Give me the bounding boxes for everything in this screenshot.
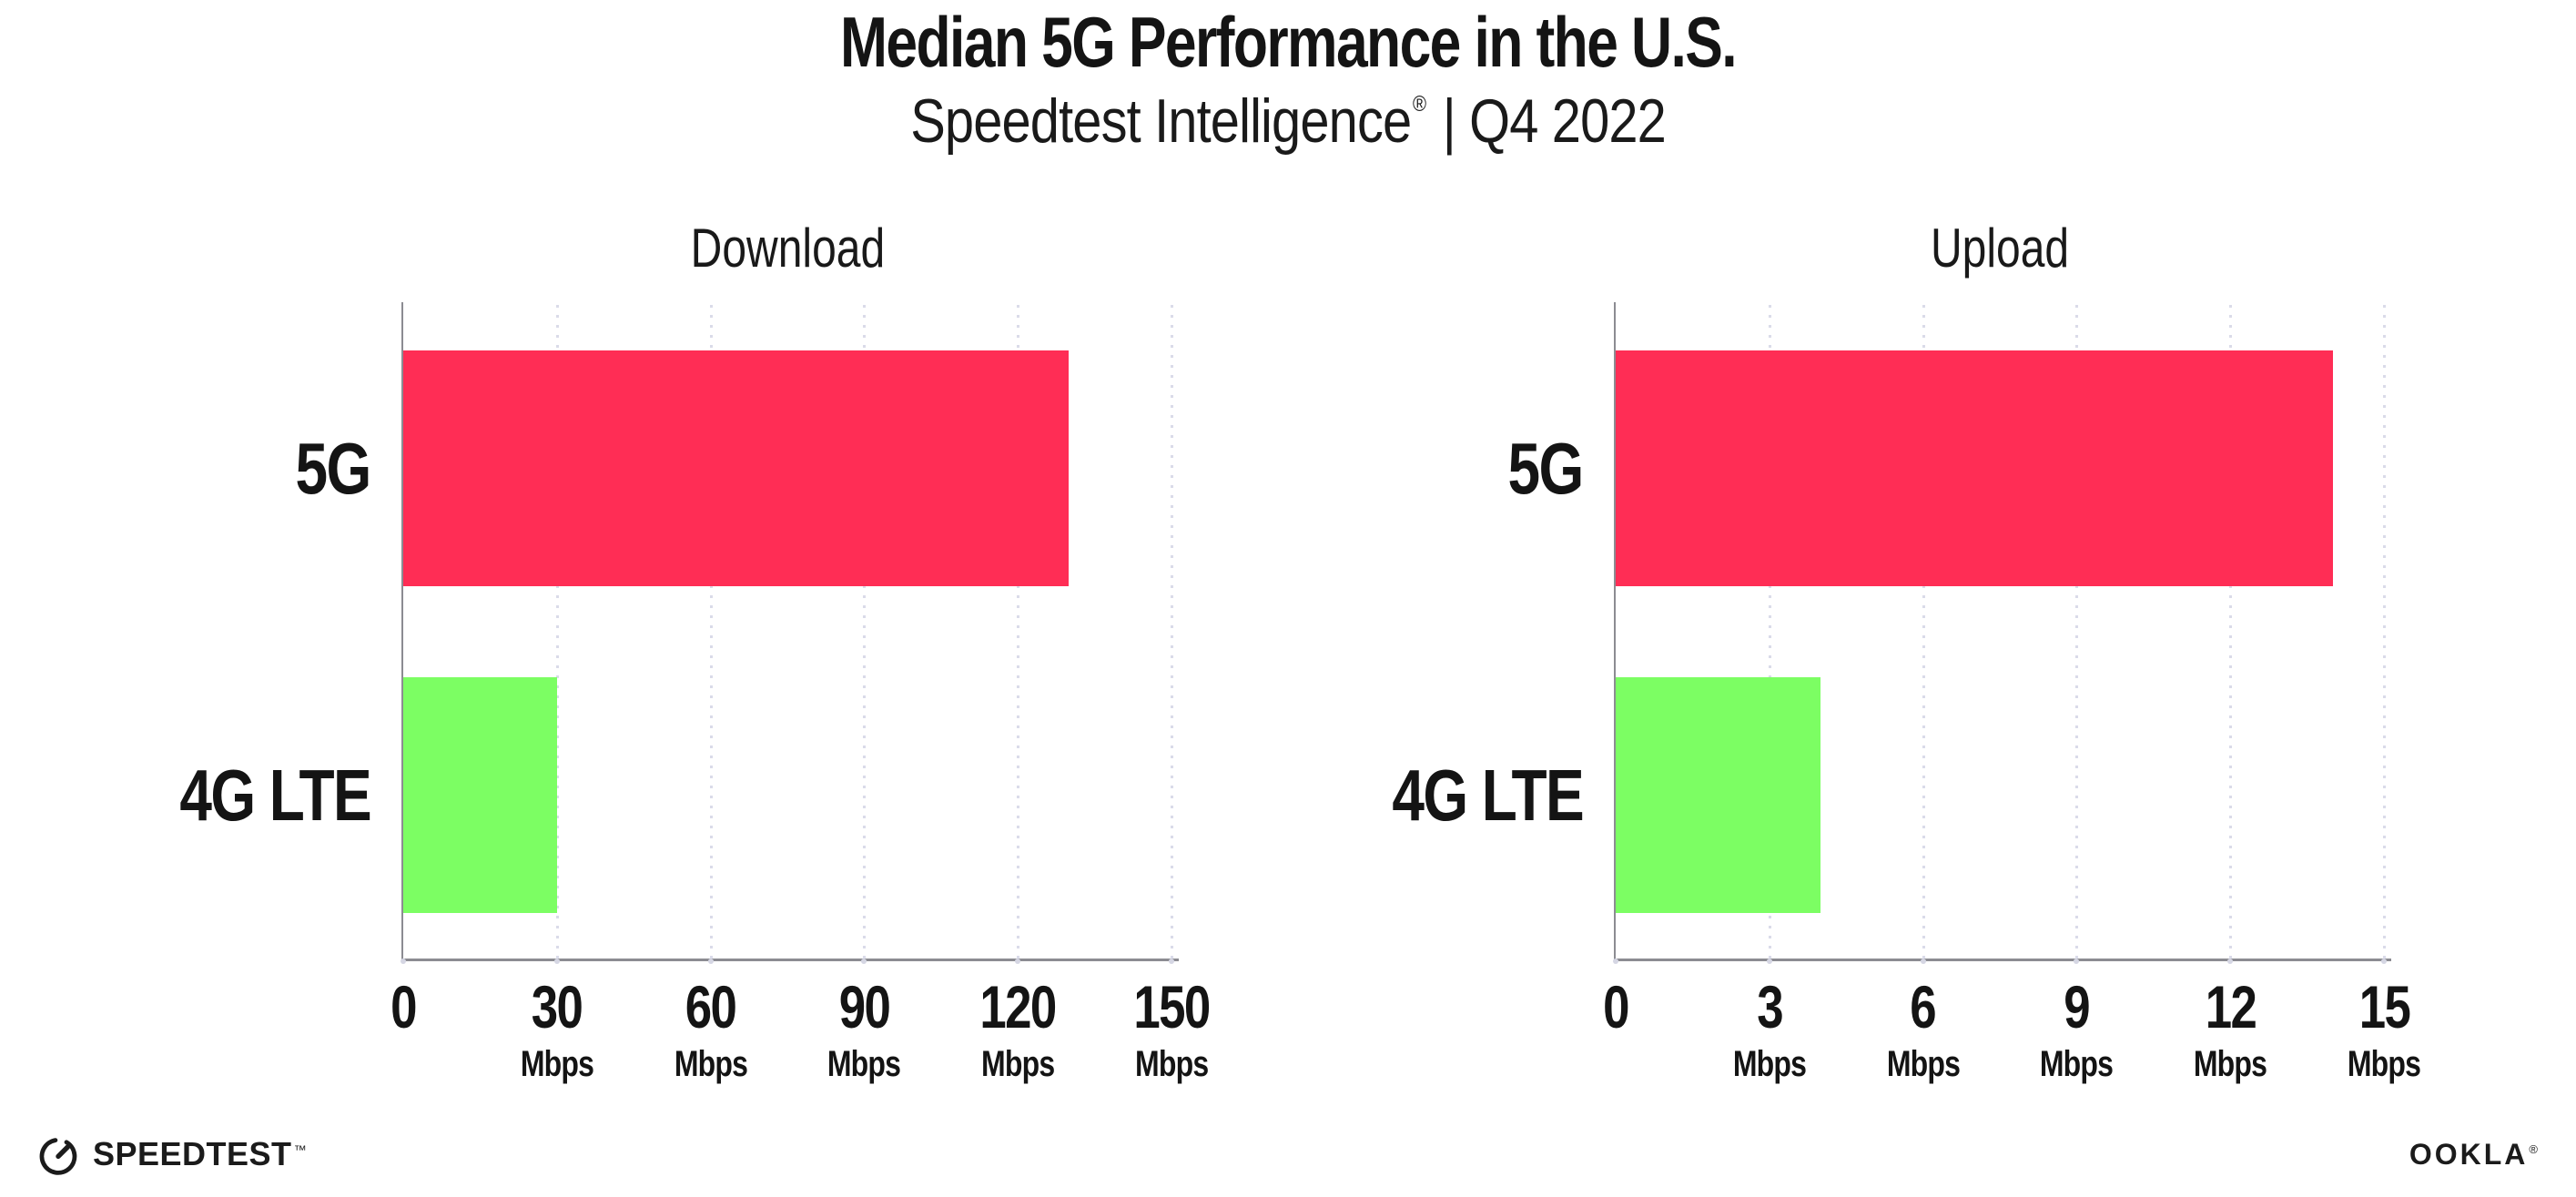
upload-chart-title: Upload <box>1930 218 2070 279</box>
subtitle-period: | Q4 2022 <box>1428 86 1667 156</box>
page-title: Median 5G Performance in the U.S. <box>0 5 2576 80</box>
tick-unit-150: Mbps <box>1134 1044 1209 1084</box>
gridline-30 <box>555 305 559 959</box>
tick-unit-3: Mbps <box>1732 1044 1807 1084</box>
tick-mark-30 <box>553 959 560 964</box>
tick-mark-0 <box>1613 959 1618 964</box>
tick-unit-6: Mbps <box>1886 1044 1960 1084</box>
upload-x-axis <box>1614 959 2391 961</box>
speedtest-gauge-icon <box>39 1138 77 1175</box>
tick-label-3: 3 Mbps <box>1724 977 1815 1082</box>
gridline-120 <box>1017 305 1020 959</box>
tick-unit-120: Mbps <box>981 1044 1055 1084</box>
tick-label-9: 9 Mbps <box>2031 977 2122 1082</box>
download-plot-area: 5G 4G LTE 0 30 Mbps 60 Mbps 90 Mbps 120 Mbps 150 Mbp… <box>179 302 1211 1082</box>
tick-label-0: 0 <box>390 973 417 1040</box>
gridline-3 <box>1768 305 1771 959</box>
registered-trademark-icon: ® <box>1412 92 1426 117</box>
tick-mark-150 <box>1169 959 1174 964</box>
download-chart-title: Download <box>690 218 885 279</box>
category-label-5g: 5G <box>1507 427 1585 509</box>
speedtest-logo: SPEEDTEST ™ <box>36 1132 307 1176</box>
tick-label-150: 150 Mbps <box>1124 977 1219 1082</box>
tick-unit-90: Mbps <box>827 1044 901 1084</box>
download-y-axis <box>401 302 403 959</box>
tick-unit-15: Mbps <box>2347 1044 2421 1084</box>
tick-mark-6 <box>1920 959 1926 964</box>
category-label-4g-lte: 4G LTE <box>1392 754 1584 836</box>
subtitle-brand: Speedtest Intelligence <box>910 86 1412 156</box>
page-subtitle-text: Speedtest Intelligence® | Q4 2022 <box>910 86 1667 156</box>
tick-label-0: 0 <box>1603 973 1629 1040</box>
gridline-9 <box>2075 305 2079 959</box>
download-chart: Download 5G 4G LTE 0 30 Mbps 60 Mbps 90 Mbps 120 M… <box>179 218 1211 1129</box>
speedtest-logo-text: SPEEDTEST ™ <box>93 1135 308 1172</box>
tick-unit-9: Mbps <box>2040 1044 2114 1084</box>
tick-unit-12: Mbps <box>2194 1044 2267 1084</box>
tick-mark-15 <box>2381 959 2387 964</box>
gridline-15 <box>2383 305 2386 959</box>
tick-mark-60 <box>707 959 714 964</box>
tick-label-90: 90 Mbps <box>818 977 909 1082</box>
tick-mark-120 <box>1015 959 1021 964</box>
page-title-text: Median 5G Performance in the U.S. <box>840 2 1738 82</box>
ookla-logo: OOKLA® <box>2409 1140 2538 1169</box>
bar-4g-lte <box>1616 677 1821 913</box>
gridline-150 <box>1171 305 1173 959</box>
gridline-90 <box>863 305 867 959</box>
category-label-4g-lte: 4G LTE <box>179 754 371 836</box>
tick-mark-12 <box>2227 959 2234 964</box>
gridline-12 <box>2229 305 2233 959</box>
category-label-5g: 5G <box>295 427 372 509</box>
bar-5g <box>403 350 1070 586</box>
gridline-6 <box>1922 305 1925 959</box>
upload-plot-area: 5G 4G LTE 0 3 Mbps 6 Mbps 9 Mbps 12 Mbps 15 Mbps <box>1392 302 2421 1082</box>
tick-label-6: 6 Mbps <box>1877 977 1968 1082</box>
tick-label-12: 12 Mbps <box>2185 977 2276 1082</box>
bar-4g-lte <box>403 677 557 913</box>
trademark-icon: ™ <box>293 1142 308 1157</box>
tick-mark-0 <box>401 959 406 964</box>
tick-unit-60: Mbps <box>674 1044 747 1084</box>
tick-mark-3 <box>1766 959 1772 964</box>
gridline-60 <box>709 305 713 959</box>
ookla-logo-text: OOKLA <box>2409 1138 2529 1171</box>
tick-label-120: 120 Mbps <box>970 977 1065 1082</box>
upload-chart: Upload 5G 4G LTE 0 3 Mbps 6 Mbps 9 Mbps 12 Mbps 15 M… <box>1392 218 2421 1129</box>
ookla-registered-icon: ® <box>2529 1142 2538 1156</box>
tick-unit-30: Mbps <box>520 1044 594 1084</box>
upload-y-axis <box>1614 302 1616 959</box>
download-x-axis <box>401 959 1179 961</box>
tick-mark-9 <box>2074 959 2080 964</box>
bar-5g <box>1616 350 2333 586</box>
tick-label-30: 30 Mbps <box>512 977 603 1082</box>
tick-label-60: 60 Mbps <box>664 977 756 1082</box>
page-subtitle: Speedtest Intelligence® | Q4 2022 <box>0 87 2576 156</box>
tick-mark-90 <box>861 959 867 964</box>
tick-label-15: 15 Mbps <box>2338 977 2429 1082</box>
